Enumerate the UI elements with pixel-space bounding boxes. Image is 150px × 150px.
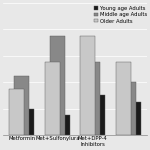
Bar bbox=[45, 62, 60, 135]
Bar bbox=[50, 36, 65, 135]
Bar bbox=[9, 89, 24, 135]
Bar bbox=[85, 62, 100, 135]
Bar bbox=[80, 36, 95, 135]
Bar bbox=[55, 115, 70, 135]
Bar bbox=[14, 75, 29, 135]
Bar bbox=[121, 82, 136, 135]
Legend: Young age Adults, Middle age Adults, Older Adults: Young age Adults, Middle age Adults, Old… bbox=[93, 5, 147, 24]
Bar bbox=[90, 95, 105, 135]
Bar bbox=[116, 62, 131, 135]
Bar bbox=[19, 109, 34, 135]
Bar bbox=[126, 102, 141, 135]
